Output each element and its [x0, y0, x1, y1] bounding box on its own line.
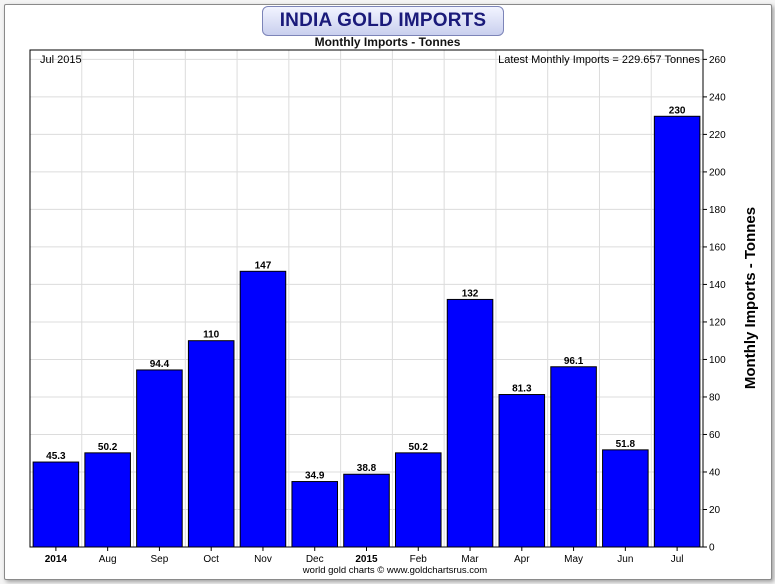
bar — [291, 481, 339, 548]
bar — [84, 452, 131, 548]
x-tick-label: Mar — [461, 554, 479, 565]
latest-value-label: Latest Monthly Imports = 229.657 Tonnes — [498, 54, 700, 66]
bar — [394, 452, 442, 548]
y-tick-label: 240 — [709, 92, 726, 103]
x-tick-label: Aug — [99, 554, 117, 565]
bar-value-label: 50.2 — [409, 442, 429, 453]
bar — [32, 461, 80, 548]
y-tick-label: 200 — [709, 167, 726, 178]
y-tick-label: 180 — [709, 205, 726, 216]
y-tick-label: 100 — [709, 355, 726, 366]
x-tick-label: Dec — [306, 554, 324, 565]
y-tick-label: 120 — [709, 317, 726, 328]
bar — [187, 340, 235, 548]
axes: 0 20 40 60 80 100 120 140 160 180 200 220 240 260 2014… — [45, 55, 726, 565]
bar-value-label: 34.9 — [305, 471, 325, 482]
bar — [136, 369, 183, 548]
bar-value-label: 132 — [462, 288, 479, 299]
y-axis-label: Monthly Imports - Tonnes — [742, 207, 759, 389]
x-tick-label: Sep — [151, 554, 169, 565]
x-tick-label: Jun — [617, 554, 633, 565]
y-tick-label: 140 — [709, 280, 726, 291]
bar-value-label: 45.3 — [46, 451, 66, 462]
bar — [498, 394, 546, 548]
y-tick-label: 160 — [709, 242, 726, 253]
bar-value-label: 147 — [255, 260, 272, 271]
bar-value-label: 96.1 — [564, 356, 584, 367]
chart-title: INDIA GOLD IMPORTS — [279, 10, 487, 31]
bar — [602, 449, 649, 548]
bar-value-label: 94.4 — [150, 359, 170, 370]
x-tick-label: 2015 — [355, 554, 378, 565]
chart-title-banner: INDIA GOLD IMPORTS — [262, 6, 504, 36]
bar-value-label: 110 — [203, 330, 220, 341]
x-tick-label: Oct — [203, 554, 219, 565]
bars: 45.3 50.2 94.4 110 147 34.9 38.8 50.2 132 81.3 96.… — [32, 105, 701, 548]
x-tick-label: 2014 — [45, 554, 68, 565]
date-label: Jul 2015 — [40, 54, 82, 66]
bar — [239, 270, 287, 548]
y-tick-label: 0 — [709, 543, 715, 554]
y-tick-label: 40 — [709, 467, 721, 478]
bar-value-label: 230 — [669, 105, 686, 116]
bar — [550, 366, 597, 548]
x-tick-label: Jul — [671, 554, 684, 565]
y-tick-label: 60 — [709, 430, 721, 441]
source-credit: world gold charts © www.goldchartsrus.co… — [302, 565, 487, 576]
bar — [446, 298, 494, 548]
chart-subtitle: Monthly Imports - Tonnes — [314, 35, 461, 49]
bar-value-label: 50.2 — [98, 442, 118, 453]
y-tick-label: 80 — [709, 392, 721, 403]
bar-value-label: 38.8 — [357, 463, 377, 474]
y-tick-label: 220 — [709, 130, 726, 141]
bar — [343, 473, 390, 548]
x-tick-label: Feb — [410, 554, 428, 565]
y-tick-label: 20 — [709, 505, 721, 516]
x-tick-label: Apr — [514, 554, 530, 565]
x-tick-label: Nov — [254, 554, 272, 565]
bar-value-label: 81.3 — [512, 384, 532, 395]
x-tick-label: May — [564, 554, 583, 565]
bar-value-label: 51.8 — [616, 439, 636, 450]
bar — [653, 115, 701, 548]
y-tick-label: 260 — [709, 55, 726, 66]
